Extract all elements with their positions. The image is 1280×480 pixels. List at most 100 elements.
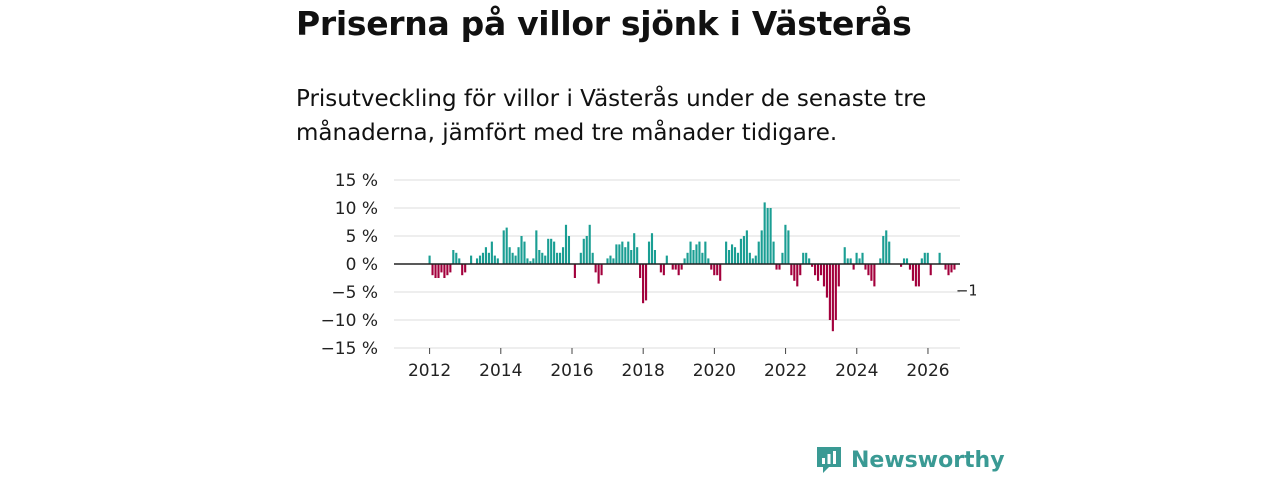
price-change-bar-chart: 15 %10 %5 %0 %−5 %−10 %−15 % 2012 2014 201… — [321, 171, 976, 381]
bar — [481, 252, 485, 264]
bar — [538, 250, 541, 264]
bar — [698, 241, 701, 264]
bar — [659, 264, 662, 273]
bar — [662, 264, 665, 276]
bar — [879, 258, 882, 264]
bar — [550, 238, 553, 264]
bar — [834, 264, 837, 320]
bar — [588, 224, 591, 264]
bar — [547, 238, 550, 264]
bar — [733, 247, 737, 264]
bar — [615, 244, 618, 264]
x-tick-label: 2012 — [408, 361, 451, 381]
bar — [843, 247, 846, 264]
bar — [553, 241, 556, 264]
y-tick-label: −15 % — [321, 339, 378, 359]
bar — [805, 252, 808, 264]
bar — [769, 208, 772, 264]
bar — [837, 264, 840, 287]
bar — [793, 264, 796, 281]
bar — [849, 258, 852, 264]
bar — [736, 252, 740, 264]
bar — [822, 264, 826, 287]
bar — [431, 264, 434, 276]
bar — [621, 241, 624, 264]
bar — [458, 258, 461, 264]
bar — [558, 252, 562, 264]
bar — [760, 230, 763, 264]
x-tick-label: 2020 — [693, 361, 736, 381]
bar — [446, 264, 449, 276]
bar — [900, 264, 903, 267]
bar — [630, 250, 633, 264]
y-tick-label: 10 % — [335, 199, 378, 219]
bar — [514, 255, 517, 264]
x-tick-label: 2022 — [764, 361, 807, 381]
bar — [867, 264, 870, 276]
bar — [846, 258, 849, 264]
x-axis: 2012 2014 2016 2018 2020 2022 2024 2026 — [408, 348, 950, 381]
bar — [582, 238, 585, 264]
y-tick-label: 0 % — [346, 255, 378, 275]
bar — [929, 264, 932, 276]
bar — [796, 264, 799, 287]
bar — [520, 236, 523, 264]
bar — [618, 244, 621, 264]
bar — [864, 264, 867, 270]
bar — [496, 258, 499, 264]
bar — [523, 241, 526, 264]
bar — [811, 264, 814, 267]
bar — [597, 264, 600, 284]
bar — [888, 241, 891, 264]
bar — [725, 241, 728, 264]
bar — [695, 244, 698, 264]
bar — [544, 255, 547, 264]
bar — [591, 252, 594, 264]
bar — [564, 224, 568, 264]
bar — [443, 264, 446, 278]
x-tick-label: 2014 — [479, 361, 522, 381]
bar — [556, 252, 559, 264]
bar — [707, 258, 710, 264]
bar — [710, 264, 713, 270]
bar — [790, 264, 793, 276]
bar — [594, 264, 597, 273]
bar — [802, 252, 805, 264]
y-tick-label: −5 % — [331, 283, 378, 303]
bar — [680, 264, 683, 270]
bar — [502, 230, 505, 264]
bar — [757, 241, 760, 264]
chart-subtitle: Prisutveckling för villor i Västerås und… — [296, 86, 927, 146]
bar — [816, 264, 820, 281]
x-tick-label: 2016 — [550, 361, 593, 381]
bar — [561, 247, 565, 264]
bar — [701, 252, 704, 264]
bar — [858, 258, 861, 264]
bar — [799, 264, 802, 276]
x-tick-label: 2026 — [906, 361, 949, 381]
bar — [828, 264, 831, 320]
bar — [612, 258, 615, 264]
bar — [464, 264, 467, 273]
bar — [728, 250, 731, 264]
bar — [902, 258, 906, 264]
bar — [609, 255, 612, 264]
bar — [763, 202, 766, 264]
bar — [778, 264, 781, 270]
bar — [852, 264, 855, 270]
brand-logo: Newsworthy — [815, 445, 1005, 475]
bar — [861, 252, 864, 264]
bar — [671, 264, 674, 270]
bar — [953, 264, 956, 270]
y-axis: 15 % 10 % 5 % 0 % −5 % −10 % −15 % — [321, 171, 378, 359]
chart-title: Priserna på villor sjönk i Västerås — [296, 4, 912, 43]
bar — [748, 252, 751, 264]
bar — [730, 244, 734, 264]
bar — [532, 258, 535, 264]
bar — [529, 261, 532, 264]
bar — [508, 247, 511, 264]
x-tick-label: 2024 — [835, 361, 878, 381]
bar — [579, 252, 582, 264]
bar — [440, 264, 443, 273]
bar — [650, 233, 654, 264]
